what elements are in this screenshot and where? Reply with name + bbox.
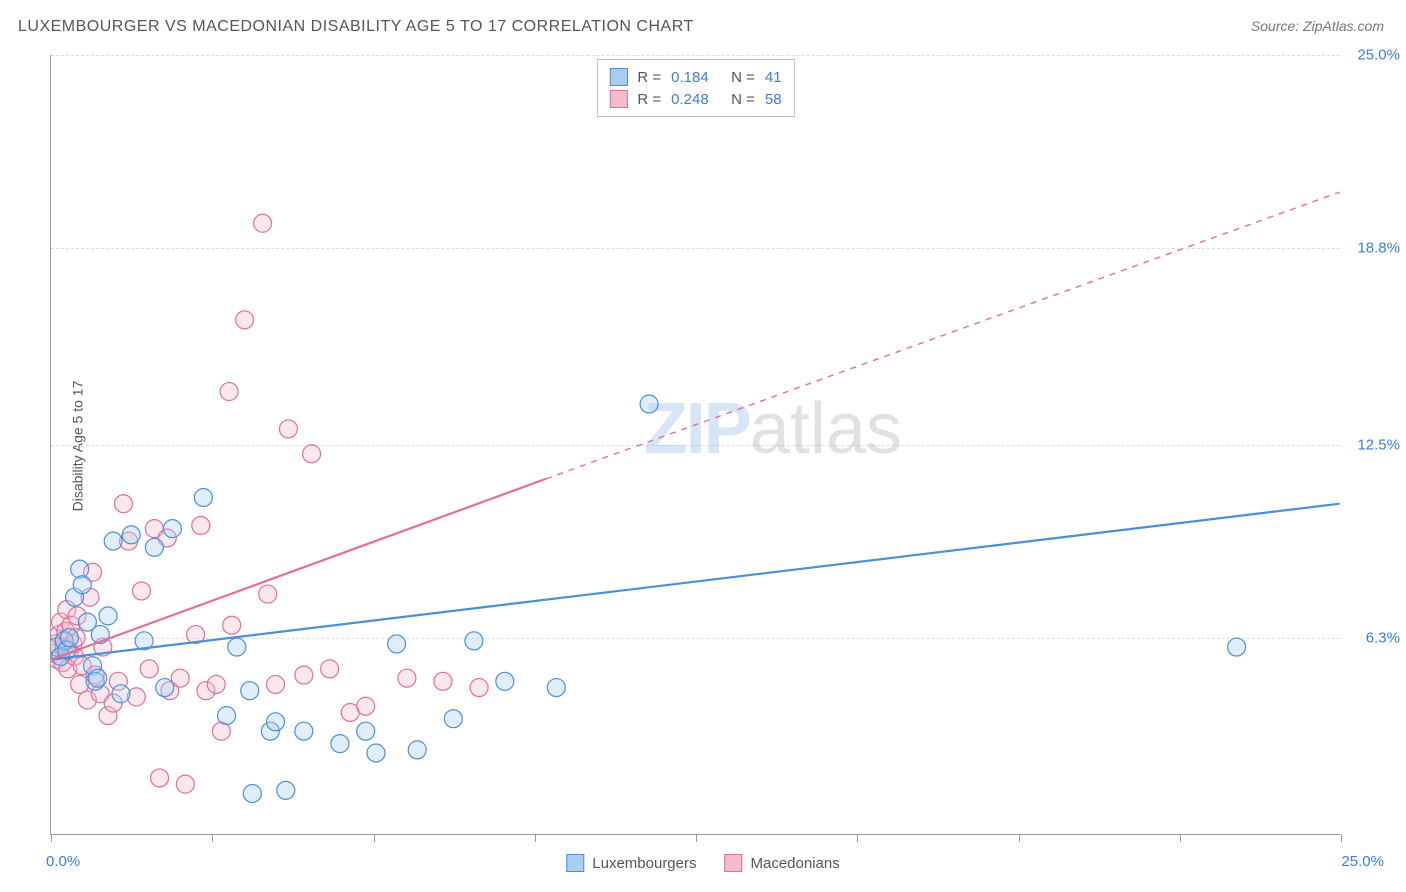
datapoint-macedonians	[207, 675, 225, 693]
datapoint-luxembourgers	[444, 710, 462, 728]
r-value: 0.248	[671, 91, 721, 108]
datapoint-luxembourgers	[388, 635, 406, 653]
datapoint-luxembourgers	[228, 638, 246, 656]
datapoint-macedonians	[357, 697, 375, 715]
legend-label: Macedonians	[751, 855, 840, 872]
datapoint-macedonians	[398, 669, 416, 687]
datapoint-luxembourgers	[99, 607, 117, 625]
datapoint-macedonians	[171, 669, 189, 687]
n-value: 41	[765, 69, 782, 86]
datapoint-luxembourgers	[331, 735, 349, 753]
datapoint-macedonians	[279, 420, 297, 438]
datapoint-macedonians	[192, 517, 210, 535]
datapoint-luxembourgers	[357, 722, 375, 740]
datapoint-luxembourgers	[104, 532, 122, 550]
datapoint-luxembourgers	[243, 785, 261, 803]
datapoint-macedonians	[254, 214, 272, 232]
x-axis-origin-label: 0.0%	[46, 853, 80, 870]
datapoint-macedonians	[114, 495, 132, 513]
datapoint-luxembourgers	[145, 538, 163, 556]
datapoint-luxembourgers	[89, 669, 107, 687]
datapoint-luxembourgers	[194, 488, 212, 506]
trendline-luxembourgers	[51, 504, 1339, 660]
datapoint-luxembourgers	[112, 685, 130, 703]
chart-container: LUXEMBOURGER VS MACEDONIAN DISABILITY AG…	[0, 0, 1406, 892]
y-tick-label: 12.5%	[1357, 437, 1400, 454]
datapoint-macedonians	[236, 311, 254, 329]
datapoint-macedonians	[223, 616, 241, 634]
legend-swatch	[566, 854, 584, 872]
datapoint-macedonians	[303, 445, 321, 463]
datapoint-luxembourgers	[71, 560, 89, 578]
y-tick-label: 6.3%	[1366, 630, 1400, 647]
x-tick	[696, 834, 697, 842]
x-tick	[1180, 834, 1181, 842]
x-tick	[374, 834, 375, 842]
y-tick-label: 18.8%	[1357, 240, 1400, 257]
datapoint-luxembourgers	[367, 744, 385, 762]
correlation-legend: R = 0.184 N = 41 R = 0.248 N = 58	[596, 59, 794, 117]
source-attribution: Source: ZipAtlas.com	[1251, 18, 1384, 34]
legend-row-luxembourgers: R = 0.184 N = 41	[609, 66, 781, 88]
datapoint-macedonians	[133, 582, 151, 600]
legend-swatch	[609, 90, 627, 108]
x-tick	[535, 834, 536, 842]
datapoint-luxembourgers	[1228, 638, 1246, 656]
r-label: R =	[637, 69, 661, 86]
datapoint-luxembourgers	[241, 682, 259, 700]
chart-title: LUXEMBOURGER VS MACEDONIAN DISABILITY AG…	[18, 18, 694, 36]
datapoint-macedonians	[220, 383, 238, 401]
series-legend: Luxembourgers Macedonians	[566, 854, 839, 872]
x-axis-max-label: 25.0%	[1341, 853, 1384, 870]
datapoint-macedonians	[127, 688, 145, 706]
datapoint-luxembourgers	[267, 713, 285, 731]
datapoint-luxembourgers	[163, 520, 181, 538]
n-value: 58	[765, 91, 782, 108]
x-tick	[51, 834, 52, 842]
datapoint-luxembourgers	[547, 679, 565, 697]
legend-label: Luxembourgers	[592, 855, 696, 872]
datapoint-luxembourgers	[218, 707, 236, 725]
r-value: 0.184	[671, 69, 721, 86]
legend-row-macedonians: R = 0.248 N = 58	[609, 88, 781, 110]
x-tick	[1341, 834, 1342, 842]
datapoint-macedonians	[434, 672, 452, 690]
datapoint-luxembourgers	[408, 741, 426, 759]
y-tick-label: 25.0%	[1357, 47, 1400, 64]
datapoint-macedonians	[259, 585, 277, 603]
datapoint-macedonians	[151, 769, 169, 787]
x-tick	[1019, 834, 1020, 842]
datapoint-luxembourgers	[156, 679, 174, 697]
datapoint-macedonians	[267, 675, 285, 693]
datapoint-macedonians	[470, 679, 488, 697]
n-label: N =	[731, 69, 755, 86]
legend-swatch	[609, 68, 627, 86]
r-label: R =	[637, 91, 661, 108]
datapoint-luxembourgers	[640, 395, 658, 413]
datapoint-macedonians	[295, 666, 313, 684]
datapoint-macedonians	[321, 660, 339, 678]
datapoint-luxembourgers	[295, 722, 313, 740]
x-tick	[857, 834, 858, 842]
legend-item-luxembourgers: Luxembourgers	[566, 854, 696, 872]
legend-swatch	[725, 854, 743, 872]
plot-svg	[51, 55, 1340, 834]
datapoint-luxembourgers	[122, 526, 140, 544]
n-label: N =	[731, 91, 755, 108]
plot-area: R =0.184N =41R =0.248N =58 ZIPatlas 6.3%…	[50, 55, 1340, 835]
datapoint-luxembourgers	[60, 629, 78, 647]
datapoint-luxembourgers	[73, 576, 91, 594]
datapoint-luxembourgers	[496, 672, 514, 690]
legend-item-macedonians: Macedonians	[725, 854, 840, 872]
datapoint-luxembourgers	[465, 632, 483, 650]
x-tick	[212, 834, 213, 842]
datapoint-macedonians	[176, 775, 194, 793]
datapoint-macedonians	[140, 660, 158, 678]
datapoint-luxembourgers	[277, 781, 295, 799]
trendline-ext-macedonians	[546, 192, 1340, 479]
